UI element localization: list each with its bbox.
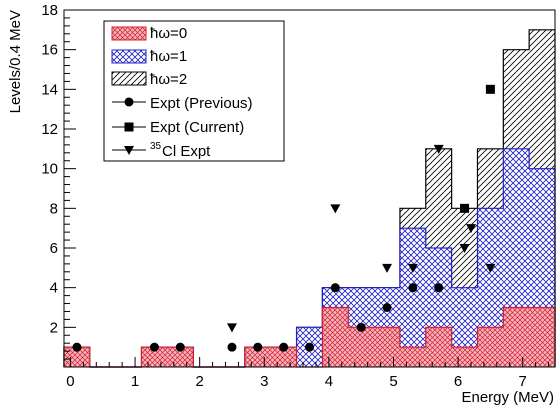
- x-axis-label: Energy (MeV): [461, 389, 554, 406]
- point-expt-previous: [305, 342, 314, 352]
- point-expt-previous: [149, 342, 159, 352]
- x-tick-label: 2: [195, 373, 203, 390]
- hw0-bar: [477, 327, 504, 367]
- y-axis-label: Levels/0.4 MeV: [7, 10, 24, 113]
- legend-box: [103, 20, 285, 162]
- y-tick-label: 6: [50, 240, 58, 257]
- point-expt-previous: [253, 342, 263, 352]
- legend-label-expt-current: Expt (Current): [150, 119, 244, 136]
- y-tick-label: 10: [41, 161, 58, 178]
- point-expt-previous: [279, 342, 289, 352]
- hw0-bar: [322, 307, 349, 367]
- point-cl-expt: [466, 224, 477, 234]
- legend-label-cl-expt: Cl Expt: [162, 143, 211, 160]
- experimental-points: [72, 84, 496, 352]
- legend-marker-square: [124, 122, 134, 132]
- point-cl-expt: [407, 263, 418, 273]
- x-tick-label: 0: [66, 373, 74, 390]
- point-cl-expt: [382, 263, 393, 273]
- hw0-bar: [425, 327, 452, 367]
- point-expt-current: [460, 203, 470, 213]
- legend-swatch-hw0: [111, 26, 147, 41]
- x-tick-label: 6: [454, 373, 462, 390]
- legend-label-hw0: ħω=0: [150, 25, 187, 42]
- point-expt-previous: [72, 342, 82, 352]
- point-expt-previous: [356, 322, 366, 332]
- x-tick-label: 7: [519, 373, 527, 390]
- hw0-bar: [348, 327, 375, 367]
- x-tick-label: 4: [325, 373, 333, 390]
- point-expt-previous: [227, 342, 237, 352]
- legend-swatch-hw2: [111, 71, 147, 86]
- hw1-bar: [399, 228, 426, 367]
- point-cl-expt: [433, 144, 444, 154]
- hw0-bar: [529, 307, 555, 367]
- y-tick-label: 14: [41, 81, 58, 98]
- hw0-outline: [63, 306, 556, 368]
- point-cl-expt: [459, 244, 470, 253]
- point-expt-previous: [408, 283, 418, 293]
- x-tick-label: 5: [389, 373, 397, 390]
- hw0-bar: [374, 327, 400, 367]
- legend-label-expt-previous: Expt (Previous): [150, 95, 253, 112]
- legend-label-cl-superscript: 35: [150, 141, 162, 152]
- hw0-bar: [451, 347, 478, 367]
- point-cl-expt: [330, 204, 341, 214]
- point-expt-previous: [382, 303, 392, 312]
- legend-marker-circle: [124, 97, 134, 107]
- point-cl-expt: [226, 323, 237, 333]
- plot-frame: [63, 9, 556, 368]
- point-expt-previous: [330, 283, 340, 293]
- hw0-bar: [399, 347, 426, 367]
- legend: ħω=0 ħω=1 ħω=2 Expt (Previous) Expt (Cur…: [103, 20, 285, 162]
- y-tick-label: 18: [41, 2, 58, 19]
- y-tick-label: 16: [41, 42, 58, 59]
- legend-swatch-hw1: [111, 49, 147, 64]
- legend-label-hw2: ħω=2: [150, 71, 187, 88]
- legend-marker-triangle: [124, 146, 134, 155]
- y-tick-label: 2: [50, 319, 58, 336]
- x-tick-label: 1: [131, 373, 139, 390]
- y-tick-label: 8: [50, 200, 58, 217]
- y-tick-label: 12: [41, 121, 58, 138]
- legend-label-hw1: ħω=1: [150, 48, 187, 65]
- point-expt-current: [485, 84, 495, 94]
- y-tick-label: 4: [50, 280, 58, 297]
- x-tick-label: 3: [260, 373, 268, 390]
- hw0-bar: [503, 307, 530, 367]
- point-expt-previous: [434, 283, 444, 293]
- point-cl-expt: [485, 263, 496, 273]
- point-expt-previous: [175, 342, 185, 352]
